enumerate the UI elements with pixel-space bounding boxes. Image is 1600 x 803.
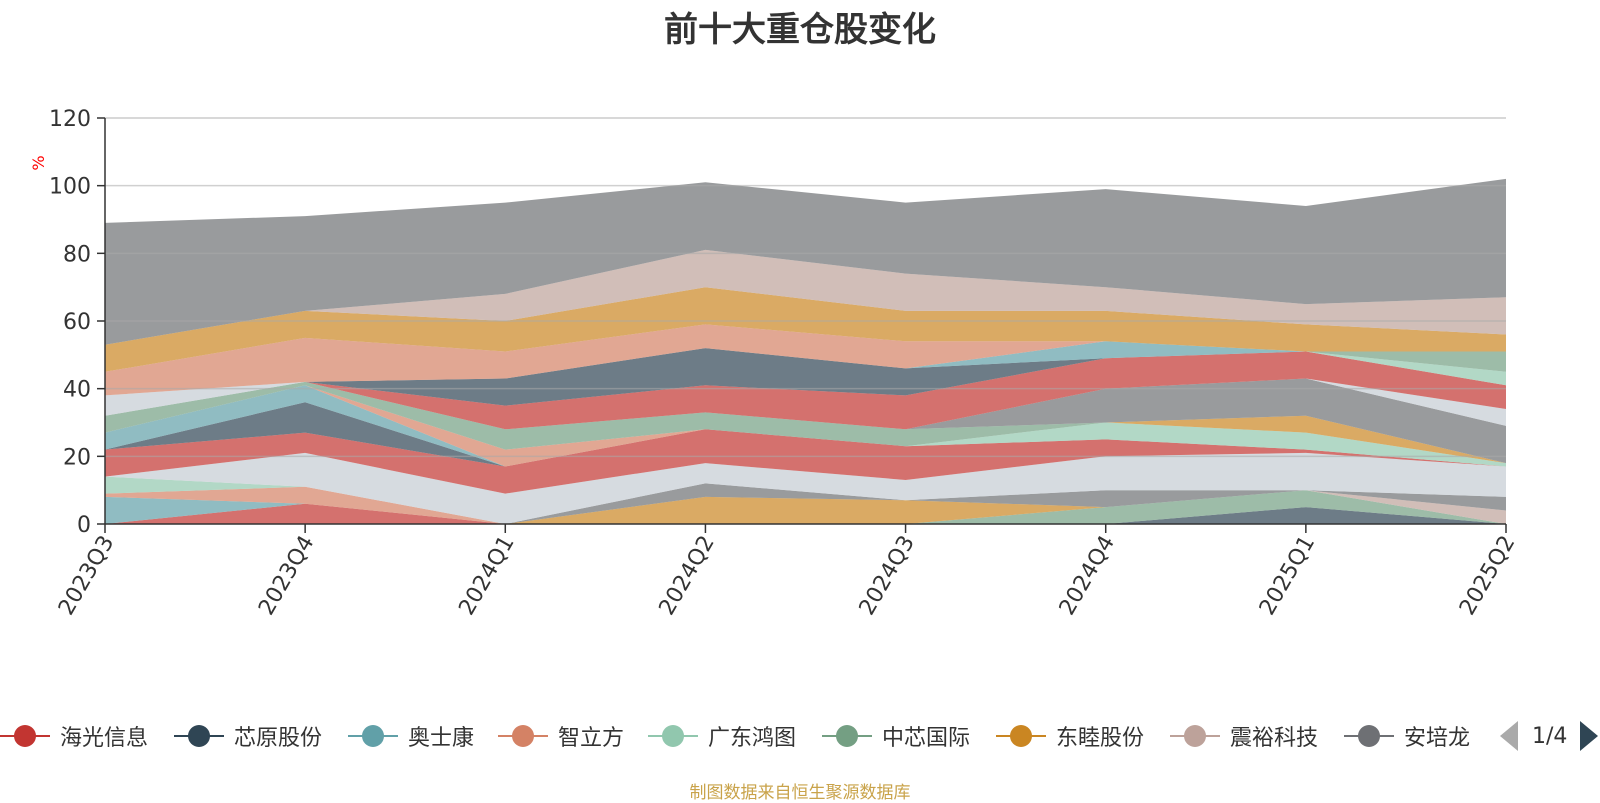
legend-circle-marker-icon (1170, 723, 1220, 749)
legend-circle-marker-icon (348, 723, 398, 749)
legend-item[interactable]: 智立方 (498, 716, 624, 756)
x-tick-label: 2024Q4 (1055, 532, 1120, 620)
legend-circle-marker-icon (822, 723, 872, 749)
area-series-26 (105, 249, 1506, 345)
y-tick-label: 60 (63, 310, 91, 335)
area-series-22 (105, 324, 1506, 396)
area-series-25 (105, 287, 1506, 372)
legend-circle-marker-icon (996, 723, 1046, 749)
x-tick-label: 2024Q3 (855, 532, 920, 620)
x-tick-label: 2024Q2 (655, 532, 720, 620)
legend-item[interactable]: 海光信息 (0, 716, 148, 756)
legend-viewport: 海光信息 芯原股份 奥士康 智立方 广东鸿图 中芯国际 东睦股份 震裕科技 安培龙 (0, 716, 1478, 756)
area-series-16 (105, 381, 1506, 464)
legend-label: 海光信息 (60, 726, 149, 751)
area-series-6 (105, 476, 1506, 524)
legend-circle-marker-icon (498, 723, 548, 749)
legend-item[interactable]: 东睦股份 (996, 716, 1144, 756)
area-series-9 (105, 452, 1506, 524)
legend-item[interactable]: 奥士康 (348, 716, 474, 756)
area-series-21 (105, 341, 1506, 396)
triangle-left-icon (1500, 721, 1518, 751)
y-tick-label: 120 (49, 107, 91, 132)
legend-label: 奥士康 (408, 726, 475, 751)
source-note: 制图数据来自恒生聚源数据库 (689, 783, 911, 803)
area-series-1 (105, 503, 1506, 524)
y-tick-label: 0 (77, 513, 91, 538)
y-tick-label: 100 (49, 175, 91, 200)
area-series-11 (105, 402, 1506, 467)
legend-item[interactable]: 广东鸿图 (648, 716, 796, 756)
legend-circle-marker-icon (174, 723, 224, 749)
area-series-0 (105, 503, 1506, 524)
area-series-5 (105, 476, 1506, 524)
legend: 海光信息 芯原股份 奥士康 智立方 广东鸿图 中芯国际 东睦股份 震裕科技 安培龙 1/4 (0, 716, 1600, 756)
x-tick-label: 2023Q4 (254, 532, 319, 620)
area-series-17 (105, 378, 1506, 464)
legend-label: 安培龙 (1404, 726, 1471, 751)
legend-circle-marker-icon (0, 723, 50, 749)
grid-layer (105, 117, 1506, 458)
legend-prev-page-button[interactable] (1500, 720, 1518, 752)
area-series-10 (105, 429, 1506, 494)
x-tick-label: 2023Q3 (54, 532, 119, 620)
triangle-right-icon (1580, 721, 1598, 751)
stacked-area-chart: 0 20 40 60 80 100 120 2023Q3 2023Q4 2024Q1 2024Q2 2… (29, 107, 1520, 620)
area-series-27 (105, 178, 1506, 345)
area-series-19 (105, 351, 1506, 430)
area-series-20 (105, 348, 1506, 406)
y-tick-label: 40 (63, 378, 91, 403)
x-tick-label: 2024Q1 (454, 532, 519, 620)
legend-circle-marker-icon (1344, 723, 1394, 749)
legend-label: 中芯国际 (882, 726, 971, 751)
x-tick-label: 2025Q2 (1455, 532, 1520, 620)
area-series-3 (105, 486, 1506, 524)
area-series-12 (105, 385, 1506, 467)
y-tick-label: 20 (63, 445, 91, 470)
legend-page-indicator: 1/4 (1532, 723, 1568, 749)
chart-title: 前十大重仓股变化 (664, 10, 936, 50)
legend-next-page-button[interactable] (1580, 720, 1598, 752)
legend-label: 广东鸿图 (708, 726, 797, 751)
legend-item[interactable]: 震裕科技 (1170, 716, 1318, 756)
legend-label: 芯原股份 (234, 726, 323, 751)
y-axis-unit-label: % (29, 155, 48, 170)
x-tick-label: 2025Q1 (1255, 532, 1320, 620)
legend-item[interactable]: 芯原股份 (174, 716, 322, 756)
y-tick-label: 80 (63, 242, 91, 267)
legend-label: 智立方 (558, 726, 625, 751)
areas-layer (105, 178, 1506, 524)
legend-item[interactable]: 中芯国际 (822, 716, 970, 756)
legend-label: 东睦股份 (1056, 726, 1145, 751)
area-series-15 (105, 381, 1506, 464)
legend-item[interactable]: 安培龙 (1344, 716, 1470, 756)
legend-circle-marker-icon (648, 723, 698, 749)
legend-label: 震裕科技 (1230, 726, 1319, 751)
